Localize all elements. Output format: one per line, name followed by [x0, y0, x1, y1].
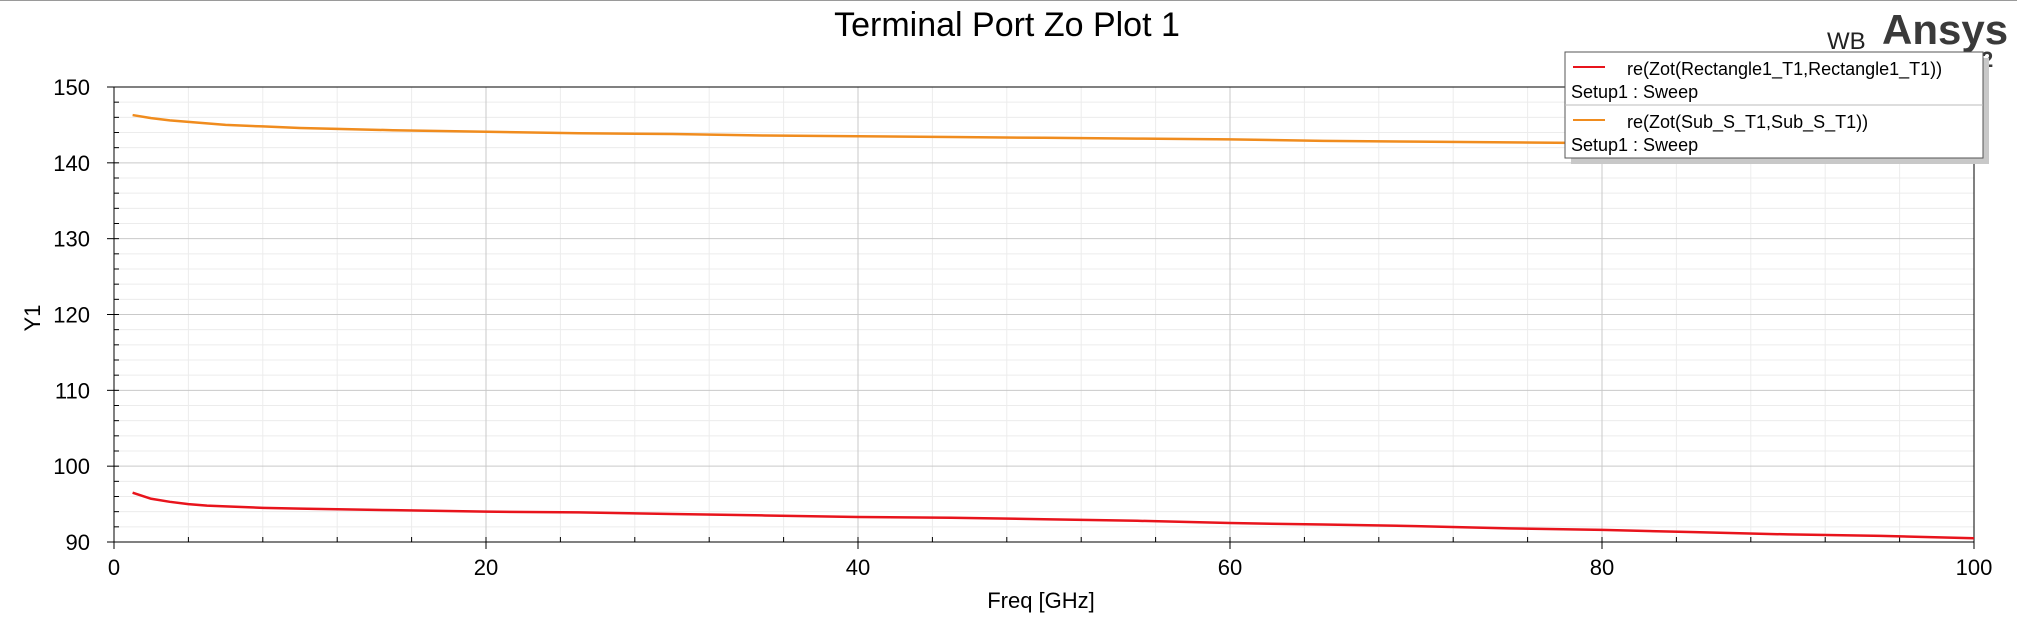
legend-series-0-setup: Setup1 : Sweep — [1571, 82, 1698, 102]
x-tick-label: 100 — [1956, 555, 1993, 580]
chart-title: Terminal Port Zo Plot 1 — [834, 6, 1180, 44]
y-tick-label: 110 — [55, 378, 90, 403]
y-tick-label: 140 — [53, 151, 90, 176]
y-tick-label: 100 — [53, 454, 90, 479]
y-tick-label: 90 — [66, 530, 90, 555]
series-line-0 — [132, 491, 1975, 540]
x-tick-label: 60 — [1218, 555, 1242, 580]
y-axis-label: Y1 — [20, 305, 45, 332]
y-tick-label: 130 — [53, 227, 90, 252]
legend-series-1-setup: Setup1 : Sweep — [1571, 135, 1698, 155]
brand-prefix: WB — [1827, 28, 1866, 55]
x-axis-label: Freq [GHz] — [987, 588, 1095, 613]
legend-series-0-name: re(Zot(Rectangle1_T1,Rectangle1_T1)) — [1627, 59, 1942, 80]
series-group — [132, 113, 1975, 540]
y-tick-label: 120 — [53, 303, 90, 328]
y-tick-label: 150 — [53, 75, 90, 100]
y-tick-labels: 90 100 110 120 130 140 150 — [53, 75, 90, 555]
axis-ticks — [107, 86, 1975, 549]
x-tick-label: 40 — [846, 555, 870, 580]
x-tick-label: 20 — [474, 555, 498, 580]
brand-name: Ansys — [1882, 6, 2008, 53]
legend[interactable]: re(Zot(Rectangle1_T1,Rectangle1_T1)) Set… — [1564, 51, 1989, 164]
major-grid — [114, 87, 1974, 542]
x-tick-label: 0 — [108, 555, 120, 580]
legend-series-1-name: re(Zot(Sub_S_T1,Sub_S_T1)) — [1627, 112, 1868, 133]
x-tick-labels: 0 20 40 60 80 100 — [108, 555, 1992, 580]
x-tick-label: 80 — [1590, 555, 1614, 580]
